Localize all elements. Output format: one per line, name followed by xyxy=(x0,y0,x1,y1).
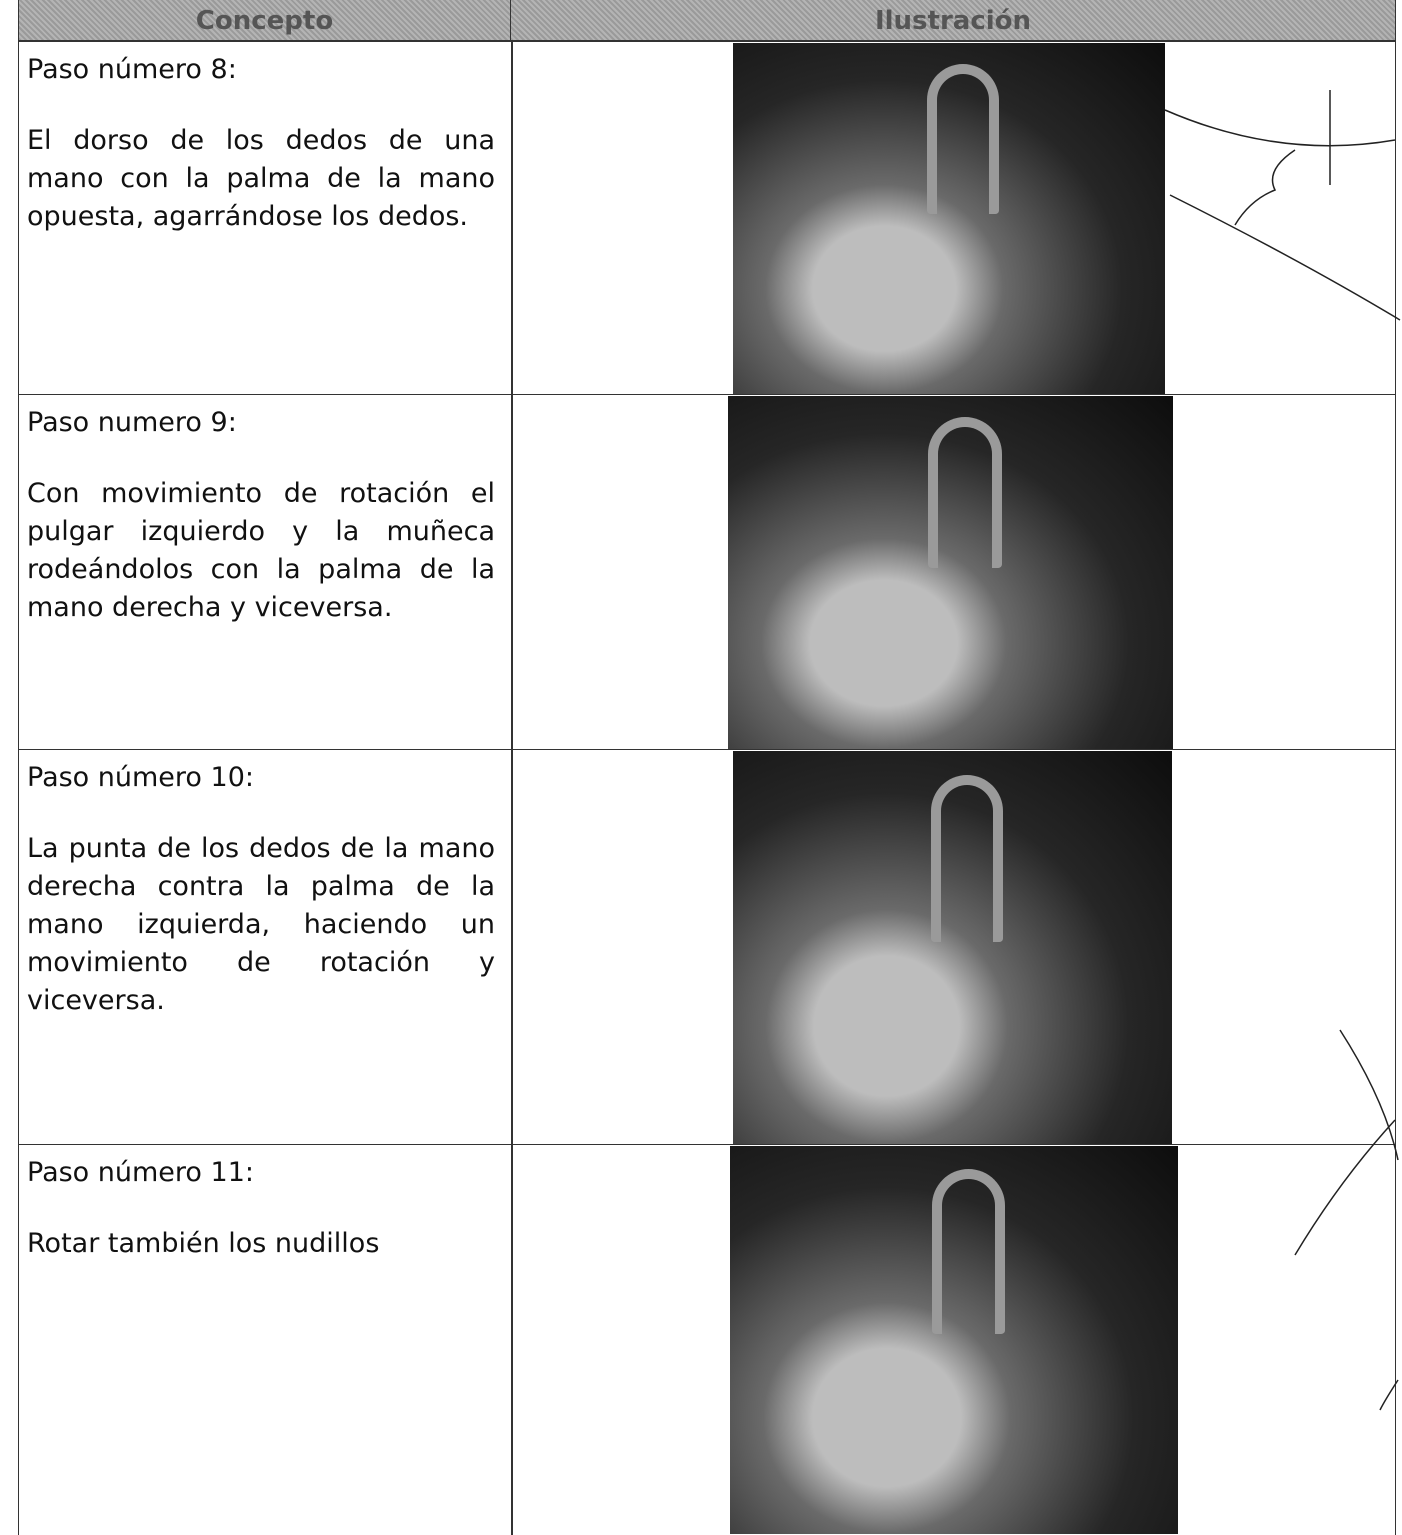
step-title: Paso numero 9: xyxy=(27,407,237,438)
step-title: Paso número 8: xyxy=(27,54,237,85)
step-description: El dorso de los dedos de una mano con la… xyxy=(27,125,495,232)
photo xyxy=(730,1146,1178,1534)
concept-cell: Paso número 10: La punta de los dedos de … xyxy=(19,750,511,1145)
concept-cell: Paso número 8: El dorso de los dedos de u… xyxy=(19,42,511,395)
concept-cell: Paso numero 9: Con movimiento de rotación… xyxy=(19,395,511,750)
photo xyxy=(728,396,1173,749)
header-cell: Concepto xyxy=(19,0,511,42)
step-description: La punta de los dedos de la mano derecha… xyxy=(27,833,495,1016)
header-cell: Ilustración xyxy=(511,0,1395,42)
step-title: Paso número 10: xyxy=(27,762,254,793)
illustration-cell xyxy=(511,750,1395,1145)
photo xyxy=(733,751,1172,1144)
photo xyxy=(733,43,1165,394)
step-title: Paso número 11: xyxy=(27,1157,254,1188)
concept-cell: Paso número 11: Rotar también los nudillo… xyxy=(19,1145,511,1535)
column-divider xyxy=(511,42,513,1535)
table: Concepto Ilustración xyxy=(18,0,1396,1535)
illustration-cell xyxy=(511,395,1395,750)
step-description: Rotar también los nudillos xyxy=(27,1228,380,1259)
step-description: Con movimiento de rotación el pulgar izq… xyxy=(27,478,495,623)
illustration-cell xyxy=(511,42,1395,395)
